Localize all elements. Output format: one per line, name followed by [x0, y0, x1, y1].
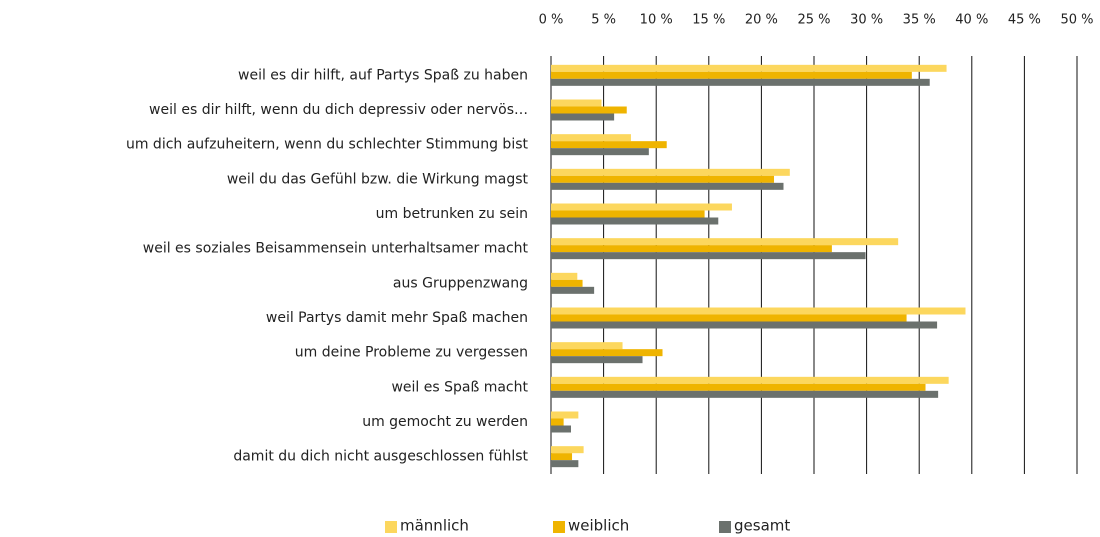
x-tick-label: 25 % [797, 13, 830, 28]
x-tick-label: 20 % [745, 13, 778, 28]
bar [551, 342, 623, 350]
bar [551, 349, 663, 357]
bar [551, 425, 571, 433]
legend-label: männlich [400, 517, 469, 535]
bar [551, 307, 966, 315]
y-tick-label: weil du das Gefühl bzw. die Wirkung mags… [227, 171, 529, 187]
bar [551, 99, 602, 107]
bar [551, 238, 899, 246]
bar [551, 182, 784, 190]
x-tick-label: 30 % [850, 13, 883, 28]
y-tick-label: um gemocht zu werden [362, 414, 528, 430]
bar [551, 383, 926, 391]
bar [551, 141, 667, 149]
y-tick-label: um dich aufzuheitern, wenn du schlechter… [126, 137, 529, 153]
bar [551, 113, 615, 121]
y-tick-label: weil es dir hilft, wenn du dich depressi… [149, 102, 528, 118]
x-tick-label: 50 % [1060, 13, 1093, 28]
bar [551, 460, 579, 468]
bar [551, 203, 732, 211]
x-tick-label: 5 % [591, 13, 616, 28]
bar [551, 390, 939, 398]
legend-label: gesamt [734, 517, 790, 535]
legend-swatch [385, 521, 397, 533]
bar [551, 134, 631, 142]
legend-swatch [553, 521, 565, 533]
bar [551, 286, 595, 294]
bar [551, 78, 930, 86]
bar [551, 279, 583, 287]
x-tick-label: 45 % [1008, 13, 1041, 28]
y-tick-label: weil es dir hilft, auf Partys Spaß zu ha… [238, 67, 528, 83]
bar [551, 217, 719, 225]
x-tick-label: 35 % [903, 13, 936, 28]
legend-swatch [719, 521, 731, 533]
bar [551, 148, 649, 156]
x-tick-label: 10 % [640, 13, 673, 28]
bar [551, 175, 775, 183]
bar [551, 453, 573, 461]
y-tick-label: weil es soziales Beisammensein unterhalt… [143, 241, 529, 257]
bar [551, 168, 790, 176]
bar [551, 272, 578, 280]
y-tick-label: weil es Spaß macht [391, 379, 528, 395]
bar [551, 314, 907, 322]
y-tick-label: aus Gruppenzwang [393, 275, 528, 291]
y-tick-label: um betrunken zu sein [376, 206, 528, 222]
bar [551, 71, 912, 79]
y-tick-label: weil Partys damit mehr Spaß machen [266, 310, 528, 326]
legend-label: weiblich [568, 517, 629, 535]
bar [551, 210, 705, 218]
bar [551, 411, 579, 419]
bar [551, 64, 947, 72]
bar [551, 106, 627, 114]
bar [551, 446, 584, 454]
bar [551, 245, 832, 253]
x-tick-label: 40 % [955, 13, 988, 28]
y-tick-label: um deine Probleme zu vergessen [295, 345, 528, 361]
x-tick-label: 15 % [692, 13, 725, 28]
y-tick-label: damit du dich nicht ausgeschlossen fühls… [233, 449, 528, 465]
bar [551, 418, 564, 426]
bar [551, 356, 643, 364]
bar [551, 376, 949, 384]
bar [551, 321, 938, 329]
x-tick-label: 0 % [539, 13, 564, 28]
bar [551, 252, 866, 260]
